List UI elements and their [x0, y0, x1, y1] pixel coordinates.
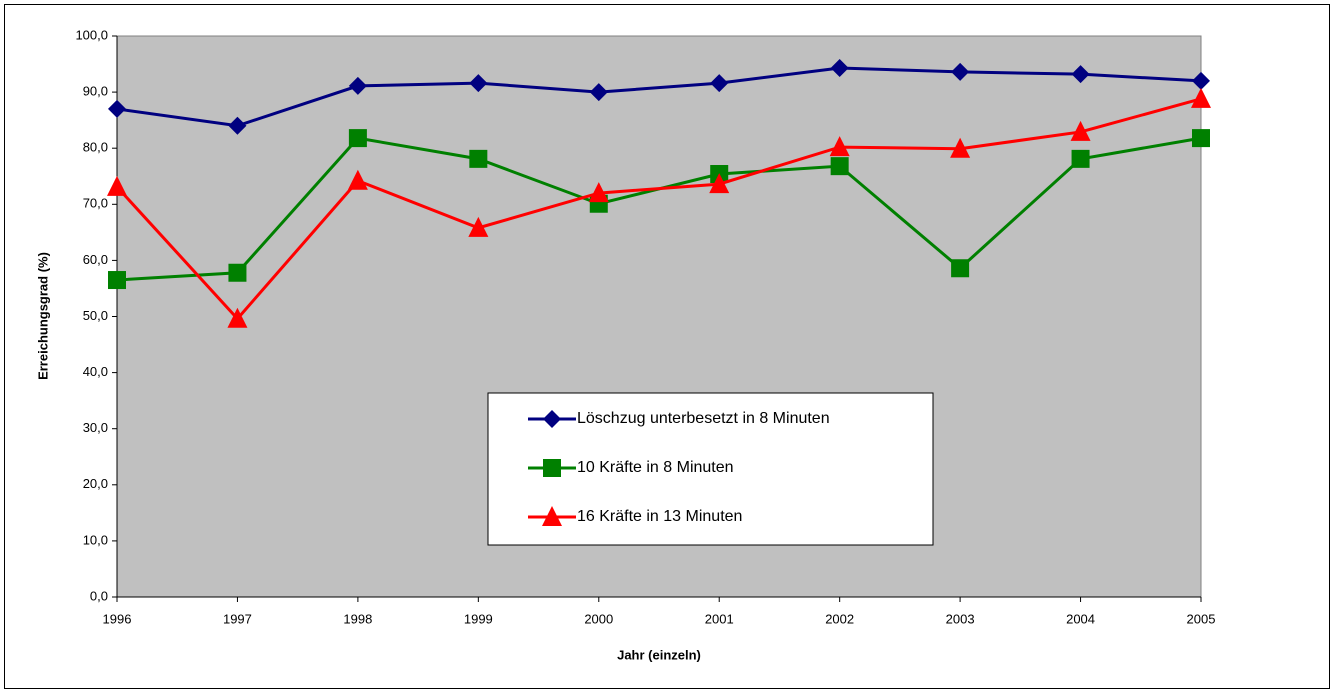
y-tick-label: 10,0 [83, 532, 108, 547]
marker [228, 263, 247, 282]
y-tick-label: 90,0 [83, 84, 108, 99]
y-tick-label: 100,0 [75, 27, 108, 42]
marker [1192, 129, 1210, 148]
marker [348, 76, 367, 95]
marker [228, 116, 247, 135]
marker [589, 83, 608, 102]
marker [951, 259, 970, 278]
y-axis-title: Erreichungsgrad (%) [35, 252, 50, 380]
marker [829, 136, 850, 157]
x-tick-label: 2000 [584, 611, 613, 626]
x-tick-label: 1997 [223, 611, 252, 626]
x-tick-label: 2005 [1187, 611, 1216, 626]
marker [950, 137, 971, 158]
y-tick-label: 50,0 [83, 308, 108, 323]
marker [347, 169, 368, 190]
series-line [116, 66, 1202, 128]
legend-marker [542, 506, 562, 526]
legend-label: Löschzug unterbesetzt in 8 Minuten [577, 410, 830, 427]
y-tick-label: 0,0 [90, 588, 108, 603]
marker [108, 99, 126, 118]
x-axis-title: Jahr (einzeln) [617, 647, 701, 662]
y-tick-label: 30,0 [83, 420, 108, 435]
y-tick-label: 40,0 [83, 364, 108, 379]
legend-label: 10 Kräfte in 8 Minuten [577, 459, 734, 476]
marker [830, 157, 849, 176]
marker [709, 173, 730, 194]
marker [710, 74, 729, 93]
marker [1191, 87, 1211, 108]
marker [951, 62, 970, 81]
marker [468, 216, 489, 237]
marker [469, 74, 488, 93]
y-tick-label: 20,0 [83, 476, 108, 491]
marker [830, 58, 849, 77]
x-tick-label: 2001 [705, 611, 734, 626]
x-tick-label: 1999 [464, 611, 493, 626]
marker [1071, 149, 1090, 168]
marker [227, 307, 248, 328]
x-tick-label: 2004 [1066, 611, 1095, 626]
marker [469, 149, 488, 168]
x-tick-label: 2003 [946, 611, 975, 626]
y-tick-label: 80,0 [83, 140, 108, 155]
series-line [115, 97, 1202, 321]
legend-marker [543, 459, 561, 477]
marker [1192, 71, 1210, 90]
legend-marker [543, 410, 561, 428]
x-tick-label: 2002 [825, 611, 854, 626]
marker [108, 271, 126, 290]
y-tick-label: 60,0 [83, 252, 108, 267]
marker [588, 182, 609, 203]
legend-label: 16 Kräfte in 13 Minuten [577, 508, 742, 525]
y-tick-label: 70,0 [83, 196, 108, 211]
marker [1070, 120, 1091, 141]
marker [1071, 65, 1090, 84]
marker [348, 129, 367, 148]
marker [107, 175, 127, 196]
x-tick-label: 1998 [343, 611, 372, 626]
x-tick-label: 1996 [103, 611, 132, 626]
